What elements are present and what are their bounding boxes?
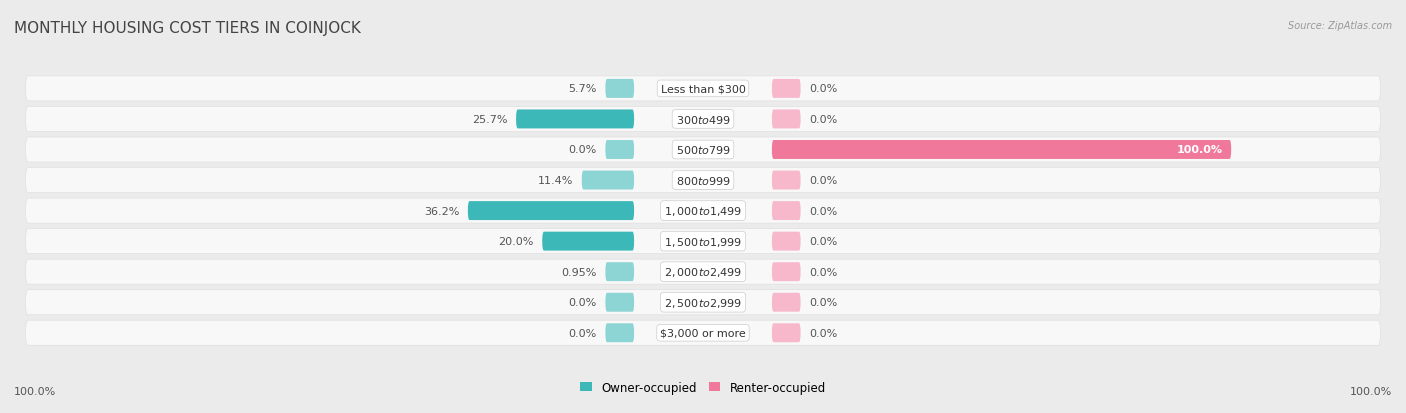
FancyBboxPatch shape	[606, 80, 634, 99]
Text: 0.0%: 0.0%	[810, 84, 838, 94]
Text: $1,000 to $1,499: $1,000 to $1,499	[664, 204, 742, 218]
Text: 100.0%: 100.0%	[14, 387, 56, 396]
Text: 25.7%: 25.7%	[472, 115, 508, 125]
Text: 0.0%: 0.0%	[810, 115, 838, 125]
Text: 0.0%: 0.0%	[810, 297, 838, 308]
Text: $2,500 to $2,999: $2,500 to $2,999	[664, 296, 742, 309]
FancyBboxPatch shape	[25, 320, 1381, 345]
Text: 20.0%: 20.0%	[498, 237, 534, 247]
Text: $800 to $999: $800 to $999	[675, 175, 731, 187]
FancyBboxPatch shape	[772, 202, 800, 221]
FancyBboxPatch shape	[606, 263, 634, 282]
FancyBboxPatch shape	[606, 323, 634, 342]
Text: 0.0%: 0.0%	[810, 328, 838, 338]
FancyBboxPatch shape	[25, 259, 1381, 285]
Text: Less than $300: Less than $300	[661, 84, 745, 94]
Text: $2,000 to $2,499: $2,000 to $2,499	[664, 266, 742, 278]
FancyBboxPatch shape	[772, 232, 800, 251]
Text: 11.4%: 11.4%	[537, 176, 574, 185]
Text: 100.0%: 100.0%	[1350, 387, 1392, 396]
FancyBboxPatch shape	[516, 110, 634, 129]
FancyBboxPatch shape	[606, 293, 634, 312]
Text: 0.0%: 0.0%	[568, 145, 596, 155]
Text: $1,500 to $1,999: $1,500 to $1,999	[664, 235, 742, 248]
FancyBboxPatch shape	[606, 141, 634, 159]
Text: 5.7%: 5.7%	[568, 84, 596, 94]
Text: $3,000 or more: $3,000 or more	[661, 328, 745, 338]
FancyBboxPatch shape	[25, 77, 1381, 102]
Text: $500 to $799: $500 to $799	[675, 144, 731, 156]
Text: 36.2%: 36.2%	[423, 206, 460, 216]
FancyBboxPatch shape	[25, 290, 1381, 315]
Text: Source: ZipAtlas.com: Source: ZipAtlas.com	[1288, 21, 1392, 31]
FancyBboxPatch shape	[772, 110, 800, 129]
FancyBboxPatch shape	[772, 80, 800, 99]
FancyBboxPatch shape	[772, 323, 800, 342]
FancyBboxPatch shape	[543, 232, 634, 251]
FancyBboxPatch shape	[772, 263, 800, 282]
Text: 0.95%: 0.95%	[561, 267, 596, 277]
Text: MONTHLY HOUSING COST TIERS IN COINJOCK: MONTHLY HOUSING COST TIERS IN COINJOCK	[14, 21, 361, 36]
Text: 0.0%: 0.0%	[568, 297, 596, 308]
Text: $300 to $499: $300 to $499	[675, 114, 731, 126]
FancyBboxPatch shape	[25, 107, 1381, 132]
Legend: Owner-occupied, Renter-occupied: Owner-occupied, Renter-occupied	[575, 376, 831, 399]
FancyBboxPatch shape	[772, 293, 800, 312]
Text: 100.0%: 100.0%	[1177, 145, 1223, 155]
FancyBboxPatch shape	[468, 202, 634, 221]
FancyBboxPatch shape	[25, 168, 1381, 193]
Text: 0.0%: 0.0%	[810, 237, 838, 247]
Text: 0.0%: 0.0%	[810, 267, 838, 277]
FancyBboxPatch shape	[25, 138, 1381, 163]
Text: 0.0%: 0.0%	[810, 176, 838, 185]
FancyBboxPatch shape	[772, 171, 800, 190]
FancyBboxPatch shape	[25, 199, 1381, 223]
FancyBboxPatch shape	[25, 229, 1381, 254]
FancyBboxPatch shape	[772, 141, 1232, 159]
Text: 0.0%: 0.0%	[568, 328, 596, 338]
FancyBboxPatch shape	[582, 171, 634, 190]
Text: 0.0%: 0.0%	[810, 206, 838, 216]
